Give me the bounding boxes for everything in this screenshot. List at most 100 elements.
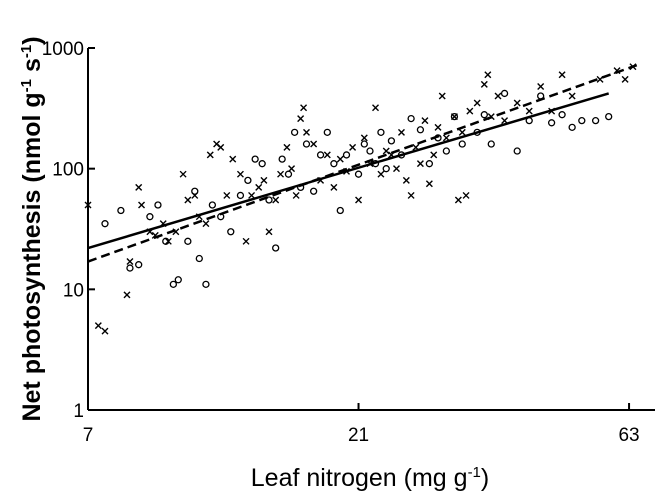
x-ticks: 7 21 63 [83, 403, 640, 446]
circle-marker-point [135, 261, 143, 269]
x-marker-point [558, 71, 566, 79]
circle-marker-point [425, 160, 434, 168]
circle-marker-point [174, 276, 182, 284]
circle-marker-point [360, 140, 368, 148]
circle-marker-point [397, 151, 406, 159]
x-marker-point [466, 107, 474, 115]
x-marker-point [407, 191, 415, 199]
x-marker-stroke [621, 75, 629, 83]
circle-marker-point [272, 244, 280, 252]
x-marker-point [195, 213, 203, 221]
x-marker-point [355, 196, 363, 204]
x-marker-stroke [407, 191, 415, 199]
x-marker-point [487, 113, 495, 121]
x-marker-point [387, 151, 395, 159]
x-marker-stroke [317, 176, 325, 184]
x-marker-point [438, 92, 446, 100]
x-marker-point [101, 327, 109, 335]
x-marker-point [377, 170, 385, 178]
dashed-fit-line [87, 64, 638, 263]
circle-marker-point [382, 165, 390, 173]
x-marker-point [317, 176, 325, 184]
x-marker-point [458, 128, 466, 136]
x-marker-point [272, 196, 280, 204]
x-marker-stroke [277, 170, 285, 178]
x-marker-stroke [213, 140, 221, 148]
x-marker-stroke [548, 107, 556, 115]
circle-marker-point [336, 206, 344, 215]
x-marker-point [123, 291, 131, 299]
x-marker-stroke [283, 143, 291, 151]
plot-frame [87, 48, 655, 411]
x-marker-point [151, 231, 159, 239]
x-marker-point [236, 170, 244, 178]
x-marker-point [223, 191, 231, 199]
x-marker-stroke [366, 160, 374, 168]
x-marker-stroke [397, 128, 405, 136]
x-marker-point [454, 196, 462, 204]
circle-marker-point [513, 147, 521, 155]
y-tick-label: 1 [73, 401, 84, 422]
x-marker-point [397, 128, 405, 136]
x-marker-point [126, 258, 134, 266]
x-marker-stroke [323, 151, 331, 159]
x-marker-point [217, 143, 225, 151]
circle-marker-point [117, 206, 125, 215]
x-marker-point [360, 134, 368, 142]
circle-marker-point [371, 160, 380, 168]
circle-marker-point [184, 237, 192, 245]
circle-marker-point [208, 201, 217, 209]
circle-marker-point [407, 114, 415, 123]
x-marker-stroke [458, 128, 466, 136]
circle-marker-point [227, 228, 235, 236]
x-marker-stroke [501, 117, 509, 125]
circle-marker-point [284, 170, 293, 178]
x-marker-stroke [146, 228, 154, 236]
x-marker-point [300, 104, 308, 112]
circle-marker-point [330, 160, 338, 168]
x-marker-stroke [297, 115, 305, 123]
x-marker-stroke [430, 151, 438, 159]
circle-marker-point [434, 134, 442, 142]
x-marker-point [442, 134, 450, 142]
x-marker-point [288, 165, 296, 173]
x-marker-stroke [480, 80, 488, 88]
x-marker-stroke [272, 196, 280, 204]
x-marker-stroke [101, 327, 109, 335]
x-marker-point [135, 183, 143, 191]
x-marker-stroke [179, 170, 187, 178]
x-marker-stroke [355, 196, 363, 204]
circle-marker-point [146, 213, 154, 221]
x-marker-stroke [494, 92, 502, 100]
x-marker-stroke [487, 113, 495, 121]
solid-fit-line [87, 92, 610, 250]
circle-marker-point [537, 92, 545, 100]
circle-marker-point [458, 140, 466, 148]
x-marker-stroke [184, 196, 192, 204]
x-marker-stroke [473, 99, 481, 107]
y-axis-title: Net photosynthesis (nmol g-1 s-1) [18, 36, 46, 421]
x-marker-point [525, 107, 533, 115]
circle-marker-point [500, 89, 509, 98]
circle-marker-point [387, 137, 396, 145]
x-marker-stroke [302, 128, 310, 136]
x-marker-stroke [223, 191, 231, 199]
x-marker-stroke [558, 71, 566, 79]
x-marker-point [596, 75, 604, 83]
x-marker-point [94, 322, 102, 330]
x-marker-stroke [206, 151, 214, 159]
circle-marker-point [578, 116, 586, 125]
x-marker-stroke [236, 170, 244, 178]
y-tick-label: 1000 [42, 39, 84, 60]
y-ticks: 1 10 100 1000 [42, 39, 95, 422]
x-marker-point [494, 92, 502, 100]
circle-marker-point [605, 112, 613, 121]
circle-marker-point [377, 128, 385, 136]
x-marker-stroke [466, 107, 474, 115]
x-marker-point [480, 80, 488, 88]
x-marker-stroke [454, 196, 462, 204]
x-marker-point [323, 151, 331, 159]
x-marker-stroke [123, 291, 131, 299]
x-marker-stroke [288, 165, 296, 173]
circle-marker-point [162, 237, 170, 245]
